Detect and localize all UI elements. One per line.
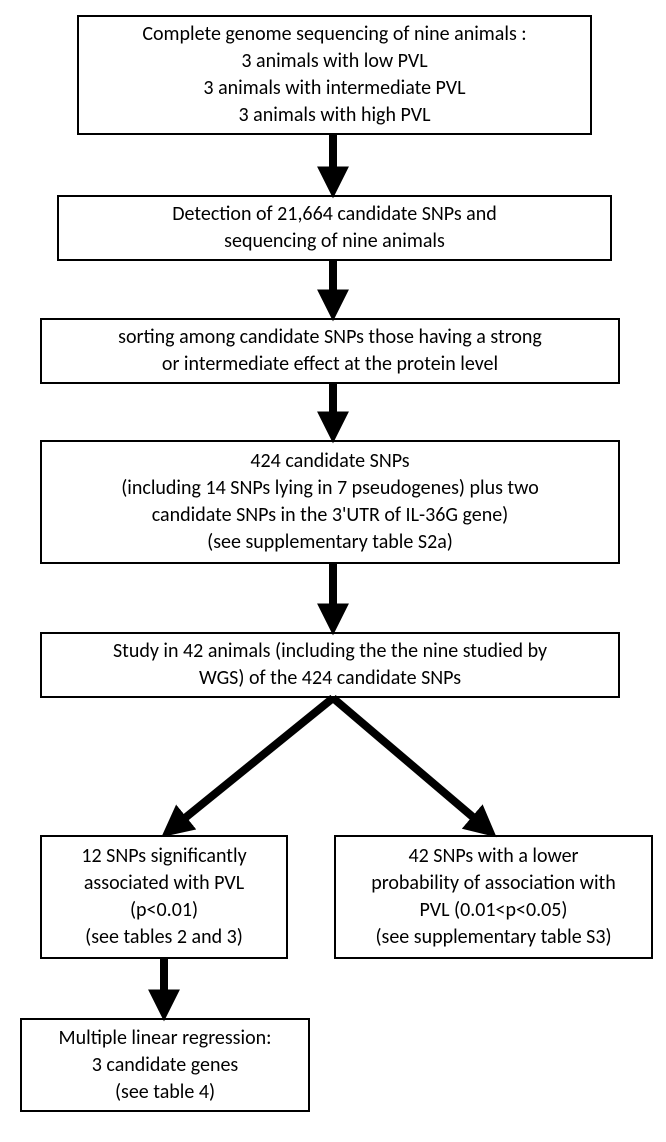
node-text-line: Study in 42 animals (including the the n… xyxy=(113,638,547,665)
node-text-line: 3 animals with intermediate PVL xyxy=(203,75,465,102)
flowchart-edge-4 xyxy=(174,698,333,827)
node-text-line: Multiple linear regression: xyxy=(59,1025,272,1052)
flowchart-node-n8: Multiple linear regression:3 candidate g… xyxy=(20,1018,310,1112)
node-text-line: probability of association with xyxy=(371,870,616,897)
node-text-line: 424 candidate SNPs xyxy=(250,448,409,475)
flowchart-node-n4: 424 candidate SNPs(including 14 SNPs lyi… xyxy=(40,440,620,564)
node-text-line: 42 SNPs with a lower xyxy=(408,843,578,870)
node-text-line: or intermediate effect at the protein le… xyxy=(162,351,498,378)
node-text-line: 12 SNPs significantly xyxy=(81,843,246,870)
flowchart-node-n7: 42 SNPs with a lowerprobability of assoc… xyxy=(334,835,653,959)
node-text-line: sequencing of nine animals xyxy=(224,228,445,255)
node-text-line: candidate SNPs in the 3'UTR of IL-36G ge… xyxy=(152,502,508,529)
node-text-line: 3 animals with low PVL xyxy=(241,48,427,75)
node-text-line: sorting among candidate SNPs those havin… xyxy=(118,324,542,351)
node-text-line: PVL (0.01<p<0.05) xyxy=(420,897,568,924)
node-text-line: WGS) of the 424 candidate SNPs xyxy=(199,665,461,692)
flowchart-node-n1: Complete genome sequencing of nine anima… xyxy=(77,15,592,135)
node-text-line: 3 candidate genes xyxy=(92,1052,238,1079)
node-text-line: Detection of 21,664 candidate SNPs and xyxy=(172,201,497,228)
flowchart-node-n3: sorting among candidate SNPs those havin… xyxy=(40,318,620,384)
node-text-line: Complete genome sequencing of nine anima… xyxy=(142,21,526,48)
node-text-line: (see table 4) xyxy=(115,1079,215,1106)
node-text-line: (see supplementary table S3) xyxy=(375,924,611,951)
flowchart-arrows xyxy=(0,0,666,1142)
flowchart-node-n6: 12 SNPs significantlyassociated with PVL… xyxy=(40,835,288,959)
flowchart-node-n2: Detection of 21,664 candidate SNPs andse… xyxy=(57,195,612,261)
flowchart-node-n5: Study in 42 animals (including the the n… xyxy=(40,632,620,698)
node-text-line: (p<0.01) xyxy=(130,897,198,924)
node-text-line: associated with PVL xyxy=(84,870,244,897)
node-text-line: (including 14 SNPs lying in 7 pseudogene… xyxy=(121,475,539,502)
node-text-line: (see tables 2 and 3) xyxy=(85,924,243,951)
node-text-line: (see supplementary table S2a) xyxy=(207,529,453,556)
node-text-line: 3 animals with high PVL xyxy=(239,102,431,129)
flowchart-edge-5 xyxy=(333,698,484,827)
